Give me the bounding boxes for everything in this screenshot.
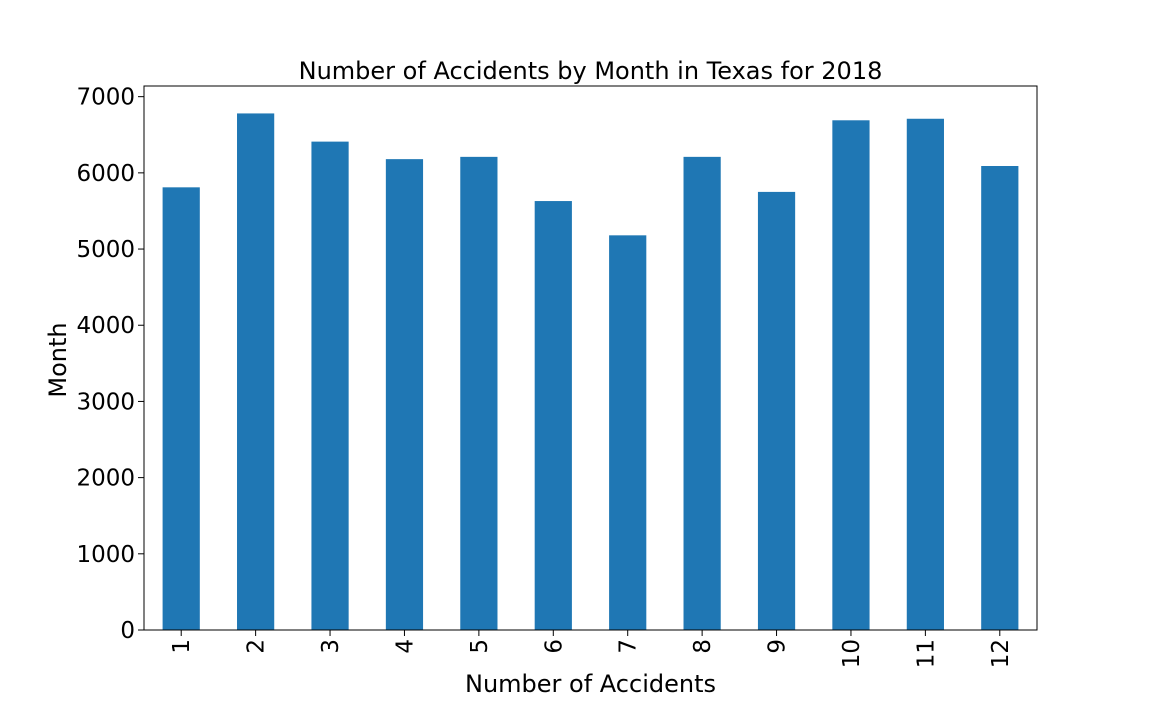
y-tick-label: 0	[120, 618, 135, 644]
bar-month-8	[683, 156, 721, 631]
x-tick-label: 1	[169, 639, 195, 654]
y-tick-label: 3000	[76, 389, 135, 415]
bar-month-11	[906, 118, 944, 630]
bar-month-3	[311, 141, 349, 630]
bar-month-9	[757, 191, 796, 630]
x-tick-label: 4	[392, 639, 418, 654]
x-axis: 1 2 3 4 5 6 7 8 9 10 11 12	[169, 630, 1014, 668]
y-tick-label: 1000	[76, 542, 135, 568]
x-tick-label: 11	[913, 639, 939, 668]
plot-frame	[143, 85, 1038, 631]
x-tick-label: 12	[988, 639, 1014, 668]
x-tick-label: 2	[244, 639, 270, 654]
x-tick-label: 5	[467, 639, 493, 654]
y-tick-label: 5000	[76, 237, 135, 263]
y-axis-title: Month	[44, 322, 72, 397]
chart-title: Number of Accidents by Month in Texas fo…	[299, 57, 883, 85]
x-tick-label: 8	[690, 639, 716, 654]
y-tick-label: 4000	[76, 313, 135, 339]
bar-month-4	[385, 159, 424, 630]
y-tick-label: 2000	[76, 466, 135, 492]
bar-month-7	[609, 235, 647, 630]
bar-month-6	[534, 201, 572, 631]
x-tick-label: 9	[765, 639, 791, 654]
bar-month-5	[460, 156, 498, 631]
bars-layer	[162, 113, 1019, 631]
bar-month-2	[237, 113, 275, 631]
x-tick-label: 7	[616, 639, 642, 654]
bar-month-1	[162, 187, 200, 630]
x-axis-title: Number of Accidents	[465, 670, 716, 698]
x-tick-label: 3	[318, 639, 344, 654]
y-axis: 0 1000 2000 3000 4000 5000 6000 7000	[76, 85, 144, 644]
y-tick-label: 6000	[76, 161, 135, 187]
bar-month-12	[981, 166, 1019, 630]
x-tick-label: 6	[541, 639, 567, 654]
bar-month-10	[832, 120, 870, 630]
x-tick-label: 10	[839, 639, 865, 668]
y-tick-label: 7000	[76, 85, 135, 111]
